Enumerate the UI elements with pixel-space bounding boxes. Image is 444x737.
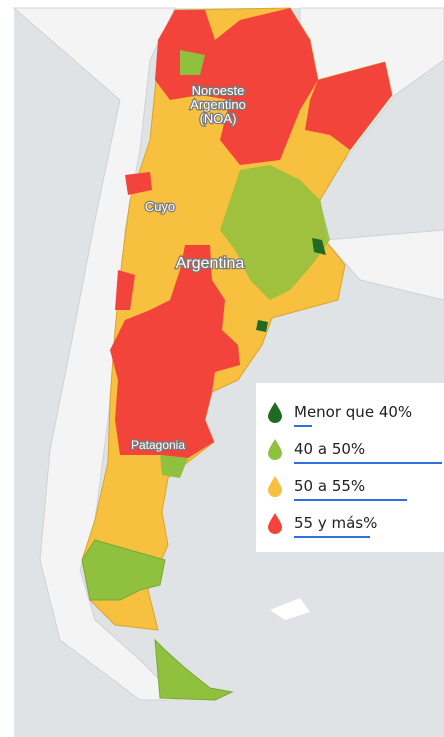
region-darkgreen	[312, 238, 326, 255]
map-label: Cuyo	[145, 199, 175, 214]
map-label: (NOA)	[200, 111, 237, 126]
legend-icon	[268, 402, 282, 423]
chile	[12, 7, 182, 701]
legend-underline	[294, 425, 312, 427]
map-label: Patagonia	[131, 438, 185, 452]
region-green	[160, 455, 188, 478]
map-label: Argentina	[176, 255, 245, 272]
legend-items: Menor que 40% 40 a 50% 50 a 55% 55 y más%	[268, 402, 442, 538]
region-red	[155, 8, 318, 165]
legend-icon	[268, 439, 282, 460]
region-red	[125, 172, 152, 195]
tierra-del-fuego	[154, 638, 234, 701]
legend-label: 50 a 55%	[294, 477, 365, 495]
legend	[256, 383, 444, 552]
region-red	[115, 270, 135, 310]
legend-underline	[294, 536, 370, 538]
legend-underline	[294, 499, 407, 501]
region-green	[180, 50, 205, 75]
uruguay	[323, 229, 444, 301]
region-red	[305, 62, 392, 150]
region-green	[220, 165, 330, 300]
region-green	[81, 539, 166, 601]
map-label: Argentino	[190, 97, 246, 112]
legend-label: 40 a 50%	[294, 440, 365, 458]
legend-underline	[294, 462, 442, 464]
legend-label: Menor que 40%	[294, 403, 412, 421]
region-darkgreen	[256, 320, 268, 332]
legend-icon	[268, 476, 282, 497]
legend-icon	[268, 513, 282, 534]
map-label: Noroeste	[192, 83, 245, 98]
malvinas	[270, 598, 310, 620]
legend-label: 55 y más%	[294, 514, 377, 532]
region-red	[110, 245, 240, 458]
